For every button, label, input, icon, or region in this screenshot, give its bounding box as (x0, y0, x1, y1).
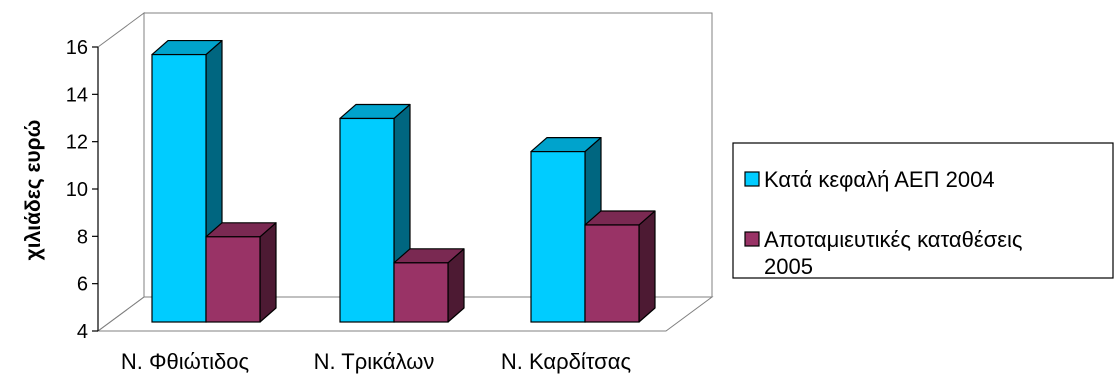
y-tick-label: 10 (66, 179, 88, 201)
y-tick-label: 4 (77, 321, 88, 343)
y-tick-label: 6 (77, 274, 88, 296)
bar-front (584, 224, 640, 323)
bar-front (393, 262, 449, 323)
category-label: Ν. Φθιώτιδος (121, 349, 249, 374)
legend: Κατά κεφαλή ΑΕΠ 2004 Αποταμιευτικές καταθ… (732, 142, 1114, 279)
floor (96, 296, 714, 332)
y-axis: 4 6 8 10 12 14 16 (66, 37, 99, 343)
legend-label-line: Κατά κεφαλή ΑΕΠ 2004 (764, 167, 995, 192)
legend-box (732, 142, 1114, 279)
bar (205, 222, 277, 323)
y-tick-label: 14 (66, 84, 88, 106)
legend-swatch (744, 231, 760, 247)
bar-front (151, 53, 207, 323)
bar-front (205, 236, 261, 323)
bar (530, 137, 602, 323)
bars (151, 39, 656, 323)
bar (393, 248, 465, 323)
y-tick-label: 16 (66, 37, 88, 59)
y-axis-label: χιλιάδες ευρώ (22, 120, 45, 261)
category-labels: Ν. Φθιώτιδος Ν. Τρικάλων Ν. Καρδίτσας (121, 349, 631, 374)
legend-label: Αποταμιευτικές καταθέσεις 2005 (764, 227, 1023, 279)
category-label: Ν. Τρικάλων (314, 349, 435, 374)
bar-side (638, 210, 656, 323)
bar-front (339, 117, 395, 323)
y-tick-label: 8 (77, 226, 88, 248)
side-wall (97, 12, 145, 332)
legend-label: Κατά κεφαλή ΑΕΠ 2004 (764, 167, 995, 192)
legend-label-line: Αποταμιευτικές καταθέσεις (764, 227, 1023, 252)
bar (584, 210, 656, 323)
y-tick-label: 12 (66, 132, 88, 154)
category-label: Ν. Καρδίτσας (501, 349, 631, 374)
bar-side (259, 222, 277, 323)
legend-label-line: 2005 (764, 254, 813, 279)
legend-swatch (744, 171, 760, 187)
bar-front (530, 151, 586, 323)
